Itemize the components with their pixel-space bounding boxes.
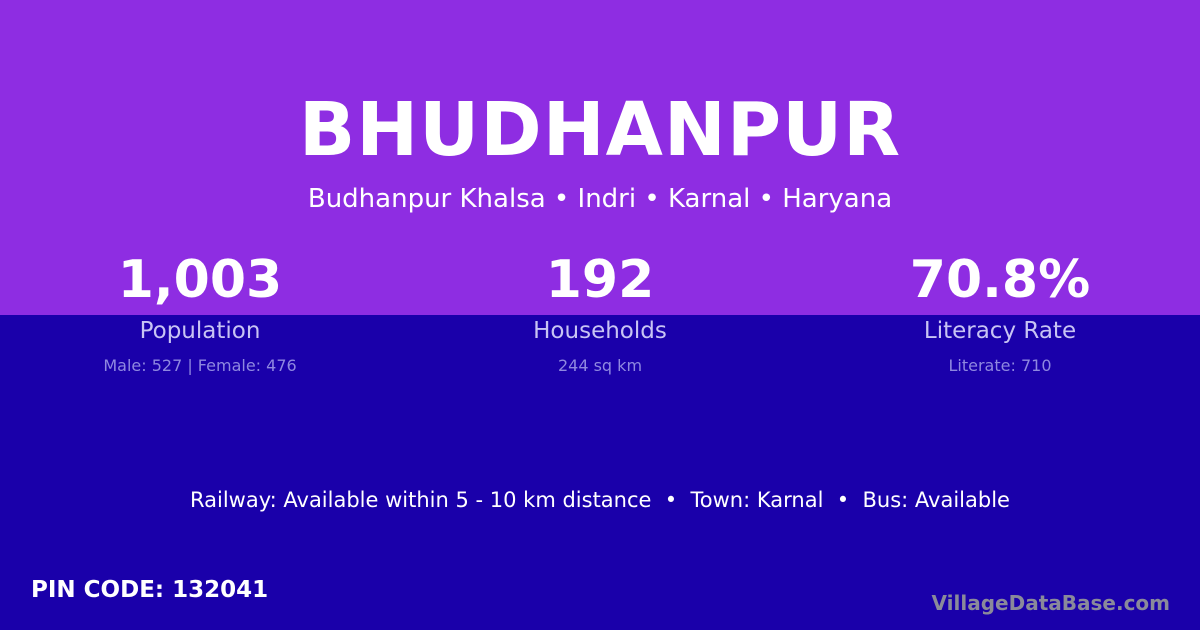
stat-value: 1,003 [117,250,283,310]
stat-label: Households [533,318,667,344]
stat-detail: Male: 527 | Female: 476 [103,356,297,375]
village-name: BHUDHANPUR [298,87,902,173]
stat-population: 1,003 Population Male: 527 | Female: 476 [0,248,400,378]
brand-logo: VillageDataBase.com [931,591,1170,615]
stat-households: 192 Households 244 sq km [400,248,800,378]
stat-value: 192 [545,250,655,310]
stat-value: 70.8% [909,250,1091,310]
stat-detail: Literate: 710 [948,356,1052,375]
body-band [0,315,1200,630]
stat-literacy: 70.8% Literacy Rate Literate: 710 [800,248,1200,378]
connectivity-info: Railway: Available within 5 - 10 km dist… [190,488,1010,512]
stat-label: Literacy Rate [923,318,1077,344]
stat-detail: 244 sq km [557,356,643,375]
pin-code: PIN CODE: 132041 [31,577,269,603]
stat-label: Population [139,318,261,344]
header-band [0,0,1200,315]
village-location: Budhanpur Khalsa • Indri • Karnal • Hary… [307,184,893,214]
